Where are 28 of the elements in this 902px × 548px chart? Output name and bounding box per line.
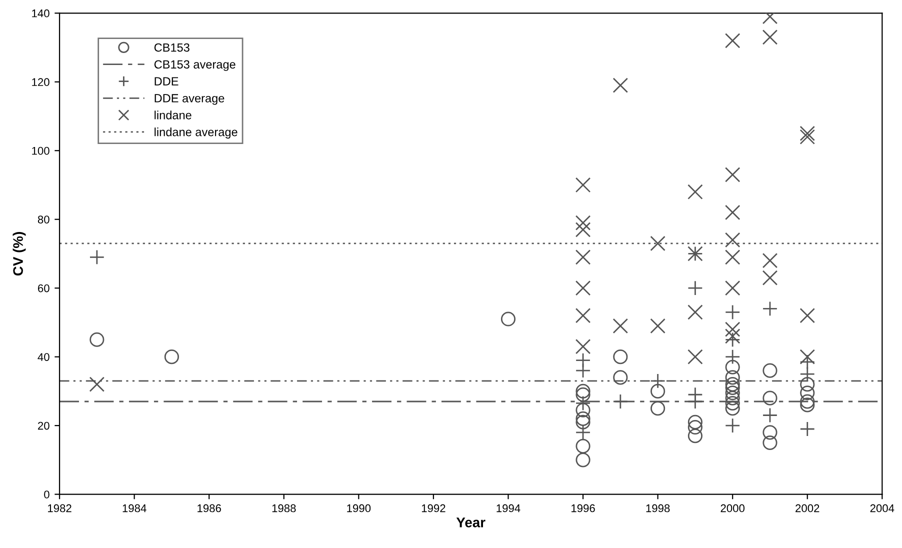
y-axis-title: CV (%) [12,232,26,276]
x-tick-label: 1990 [347,504,371,512]
x-tick-label: 2004 [870,504,894,512]
x-tick-label: 2002 [796,504,820,512]
x-tick-label: 1994 [496,504,520,512]
x-tick-label: 1986 [198,504,221,512]
y-tick-label: 60 [38,284,50,292]
x-tick-label: 1988 [272,504,296,512]
x-tick-label: 2000 [720,504,745,512]
legend-label: lindane [154,110,192,120]
x-tick-label: 1982 [48,504,72,512]
y-tick-label: 40 [38,353,50,361]
legend-label: DDE average [154,94,224,105]
legend-label: CB153 average [154,60,236,71]
legend-label: DDE [154,77,178,86]
legend-label: lindane average [154,128,238,139]
y-tick-label: 80 [38,216,50,224]
x-tick-label: 1992 [422,504,446,512]
x-tick-label: 1998 [646,504,670,512]
y-tick-label: 100 [32,146,50,155]
y-tick-label: 120 [32,78,50,86]
y-tick-label: 0 [44,490,50,498]
y-tick-label: 140 [32,9,50,18]
x-tick-label: 1996 [572,504,595,512]
y-tick-label: 20 [38,422,50,430]
legend-label: CB153 [154,43,190,52]
x-axis-title: Year [456,518,486,528]
x-tick-label: 1984 [122,504,146,512]
